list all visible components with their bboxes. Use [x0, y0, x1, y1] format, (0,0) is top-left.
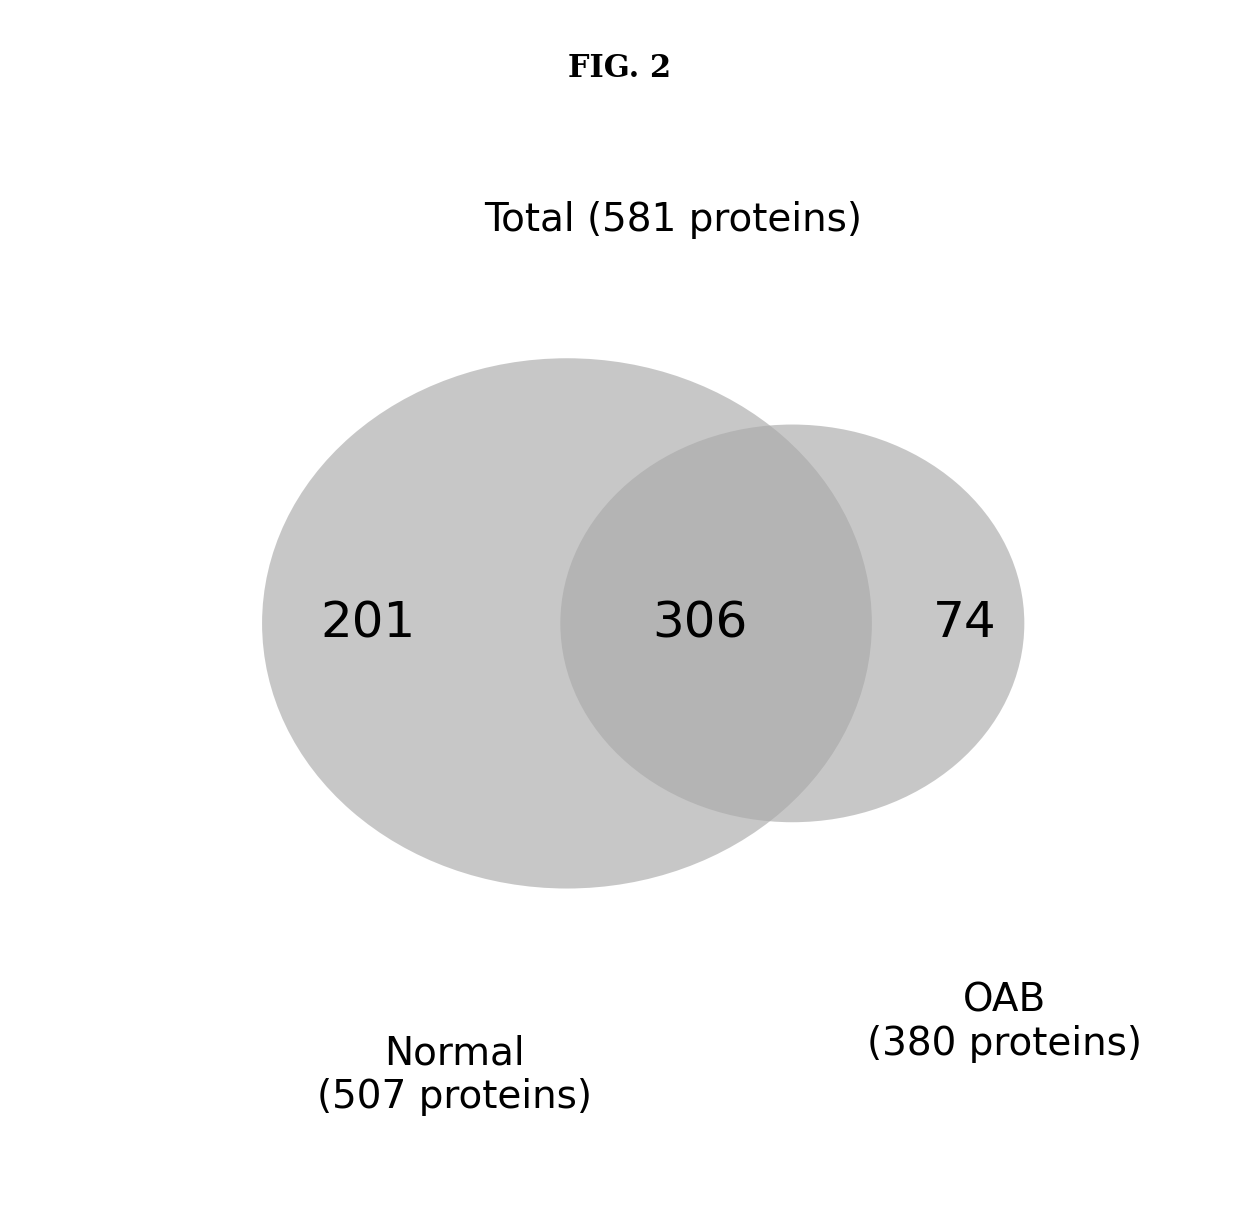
Ellipse shape: [560, 425, 1024, 822]
Text: FIG. 2: FIG. 2: [568, 53, 672, 84]
Ellipse shape: [262, 358, 872, 888]
Text: Normal
(507 proteins): Normal (507 proteins): [316, 1034, 591, 1116]
Text: OAB
(380 proteins): OAB (380 proteins): [867, 981, 1142, 1063]
Text: 74: 74: [932, 600, 997, 647]
Text: 201: 201: [320, 600, 415, 647]
Text: 306: 306: [652, 600, 748, 647]
Text: Total (581 proteins): Total (581 proteins): [484, 200, 862, 239]
